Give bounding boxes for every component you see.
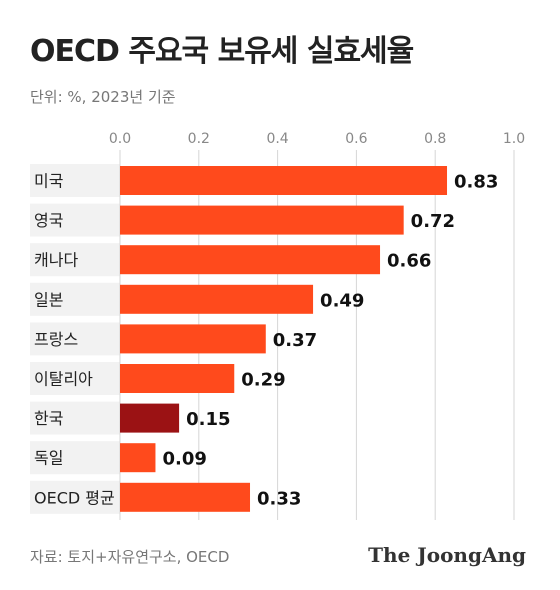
value-label: 0.49 (320, 290, 364, 311)
value-label: 0.37 (273, 330, 317, 351)
bar (120, 324, 266, 354)
bar (120, 245, 381, 275)
chart-subtitle: 단위: %, 2023년 기준 (30, 88, 176, 106)
category-label-bg (30, 164, 120, 197)
x-tick-label: 0.0 (109, 131, 131, 147)
bar (120, 482, 251, 512)
x-tick-label: 0.8 (424, 131, 446, 147)
value-label: 0.66 (387, 251, 431, 272)
bar (120, 403, 180, 433)
value-label: 0.33 (257, 488, 301, 509)
value-label: 0.83 (454, 172, 498, 193)
bar (120, 364, 235, 393)
bar (120, 284, 314, 314)
x-tick-label: 0.6 (345, 131, 367, 147)
x-tick-label: 0.4 (266, 131, 288, 147)
category-label-bg (30, 441, 120, 475)
category-label-bg (30, 243, 120, 277)
value-label: 0.29 (241, 370, 285, 391)
bar (120, 166, 448, 195)
category-label: OECD 평균 (34, 488, 115, 507)
x-tick-label: 1.0 (503, 131, 525, 147)
x-tick-label: 0.2 (188, 131, 210, 147)
category-label-bg (30, 322, 120, 356)
category-label-bg (30, 282, 120, 316)
category-label-bg (30, 401, 120, 435)
category-label: 한국 (34, 409, 63, 428)
category-label: 독일 (34, 449, 63, 468)
category-label-bg (30, 203, 120, 237)
source-note: 자료: 토지+자유연구소, OECD (30, 548, 230, 566)
category-label: 일본 (34, 290, 63, 309)
chart-title: OECD 주요국 보유세 실효세율 (30, 34, 414, 69)
category-label: 프랑스 (34, 330, 78, 349)
category-label-bg (30, 362, 120, 395)
bar (120, 443, 156, 473)
category-label-bg (30, 480, 120, 514)
value-label: 0.15 (186, 409, 230, 430)
bar (120, 205, 404, 235)
category-label: 미국 (34, 172, 63, 191)
value-label: 0.72 (411, 211, 455, 232)
category-label: 캐나다 (34, 251, 78, 270)
value-label: 0.09 (162, 449, 206, 470)
category-label: 영국 (34, 211, 63, 230)
brand-logo: The JoongAng (368, 543, 526, 567)
category-label: 이탈리아 (34, 370, 93, 389)
